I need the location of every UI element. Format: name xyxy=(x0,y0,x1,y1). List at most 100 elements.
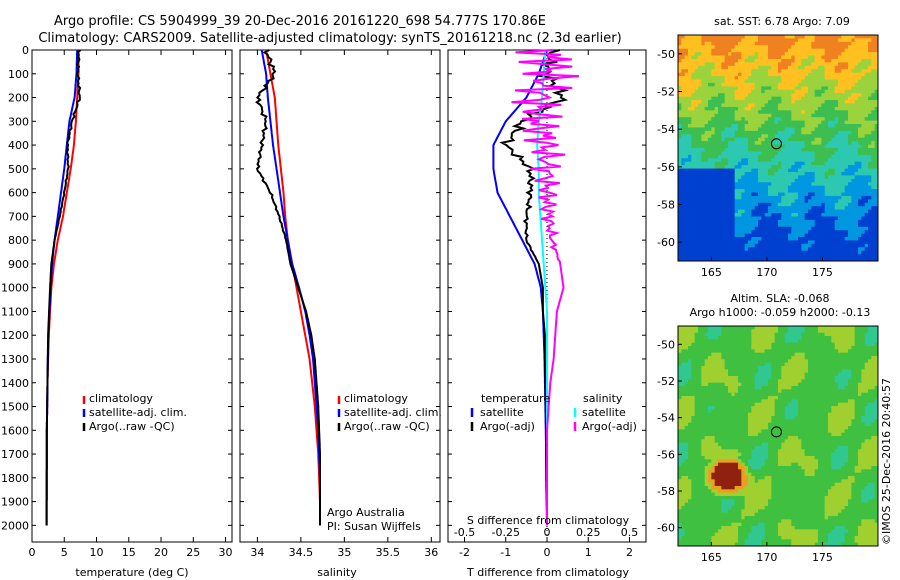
map-cell xyxy=(818,175,822,180)
map-cell xyxy=(724,362,729,367)
map-cell xyxy=(741,346,746,350)
map-cell xyxy=(741,182,746,187)
map-cell xyxy=(684,58,689,63)
map-cell xyxy=(761,182,766,187)
map-cell xyxy=(758,58,762,63)
map-cell xyxy=(758,62,762,67)
map-cell xyxy=(734,110,739,115)
map-cell xyxy=(684,237,689,241)
map-cell xyxy=(684,346,689,350)
map-cell xyxy=(811,100,816,104)
map-cell xyxy=(684,352,689,357)
map-cell xyxy=(801,243,806,248)
map-cell xyxy=(731,41,736,46)
map-cell xyxy=(724,100,729,104)
map-cell xyxy=(751,134,756,139)
map-cell xyxy=(821,257,826,262)
map-cell xyxy=(858,96,862,101)
map-cell xyxy=(708,342,712,347)
map-cell xyxy=(741,154,746,159)
map-cell xyxy=(834,250,839,255)
map-cell xyxy=(728,233,732,238)
map-cell xyxy=(851,223,856,228)
map-cell xyxy=(678,41,682,46)
map-cell xyxy=(731,175,736,180)
map-cell xyxy=(774,356,779,360)
map-cell xyxy=(731,168,736,173)
map-cell xyxy=(858,342,862,347)
map-cell xyxy=(778,209,782,214)
map-cell xyxy=(728,117,732,121)
map-cell xyxy=(774,237,779,241)
map-cell xyxy=(871,233,876,238)
map-cell xyxy=(731,346,736,350)
map-cell xyxy=(854,359,859,364)
map-cell xyxy=(791,250,796,255)
map-cell xyxy=(754,178,759,183)
map-cell xyxy=(801,175,806,180)
map-cell xyxy=(868,86,872,91)
map-cell xyxy=(721,206,726,211)
map-cell xyxy=(831,165,836,169)
map-cell xyxy=(774,223,779,228)
map-cell xyxy=(774,76,779,80)
map-cell xyxy=(698,359,702,364)
sst-map-frame xyxy=(677,34,879,262)
map-cell xyxy=(741,69,746,74)
map-cell xyxy=(788,254,792,258)
map-cell xyxy=(764,158,769,163)
map-cell xyxy=(841,79,846,84)
map-cell xyxy=(751,202,756,207)
s-tick-label: -0.5 xyxy=(454,526,475,539)
map-cell xyxy=(754,257,759,262)
map-cell xyxy=(768,137,772,142)
map-cell xyxy=(688,366,692,370)
map-cell xyxy=(714,257,719,262)
map-cell xyxy=(811,82,816,87)
map-cell xyxy=(868,349,872,354)
map-cell xyxy=(794,326,799,330)
map-cell xyxy=(754,158,759,163)
map-cell xyxy=(744,134,749,139)
map-cell xyxy=(718,158,722,163)
map-cell xyxy=(734,339,739,344)
map-cell xyxy=(868,247,872,252)
map-cell xyxy=(801,89,806,94)
map-cell xyxy=(761,45,766,50)
map-cell xyxy=(864,168,869,173)
map-cell xyxy=(718,219,722,224)
map-cell xyxy=(788,339,792,344)
map-cell xyxy=(678,69,682,74)
map-cell xyxy=(701,158,706,163)
map-cell xyxy=(701,93,706,98)
map-cell xyxy=(744,342,749,347)
map-cell xyxy=(701,154,706,159)
map-cell xyxy=(734,151,739,156)
map-cell xyxy=(778,103,782,108)
map-cell xyxy=(741,178,746,183)
map-cell xyxy=(744,103,749,108)
map-cell xyxy=(781,247,786,252)
map-cell xyxy=(691,189,696,193)
x-tick-label: 35.5 xyxy=(376,546,401,559)
map-cell xyxy=(864,359,869,364)
map-cell xyxy=(714,206,719,211)
map-cell xyxy=(748,58,752,63)
map-cell xyxy=(864,195,869,200)
map-cell xyxy=(718,103,722,108)
map-cell xyxy=(774,230,779,234)
map-cell xyxy=(748,124,752,128)
map-cell xyxy=(721,254,726,258)
map-cell xyxy=(734,38,739,43)
map-cell xyxy=(741,254,746,258)
map-cell xyxy=(841,195,846,200)
map-cell xyxy=(738,346,742,350)
map-cell xyxy=(684,216,689,221)
map-cell xyxy=(721,96,726,101)
map-cell xyxy=(748,254,752,258)
map-cell xyxy=(774,52,779,56)
map-cell xyxy=(874,332,879,337)
map-cell xyxy=(794,154,799,159)
map-cell xyxy=(771,223,776,228)
map-cell xyxy=(864,62,869,67)
